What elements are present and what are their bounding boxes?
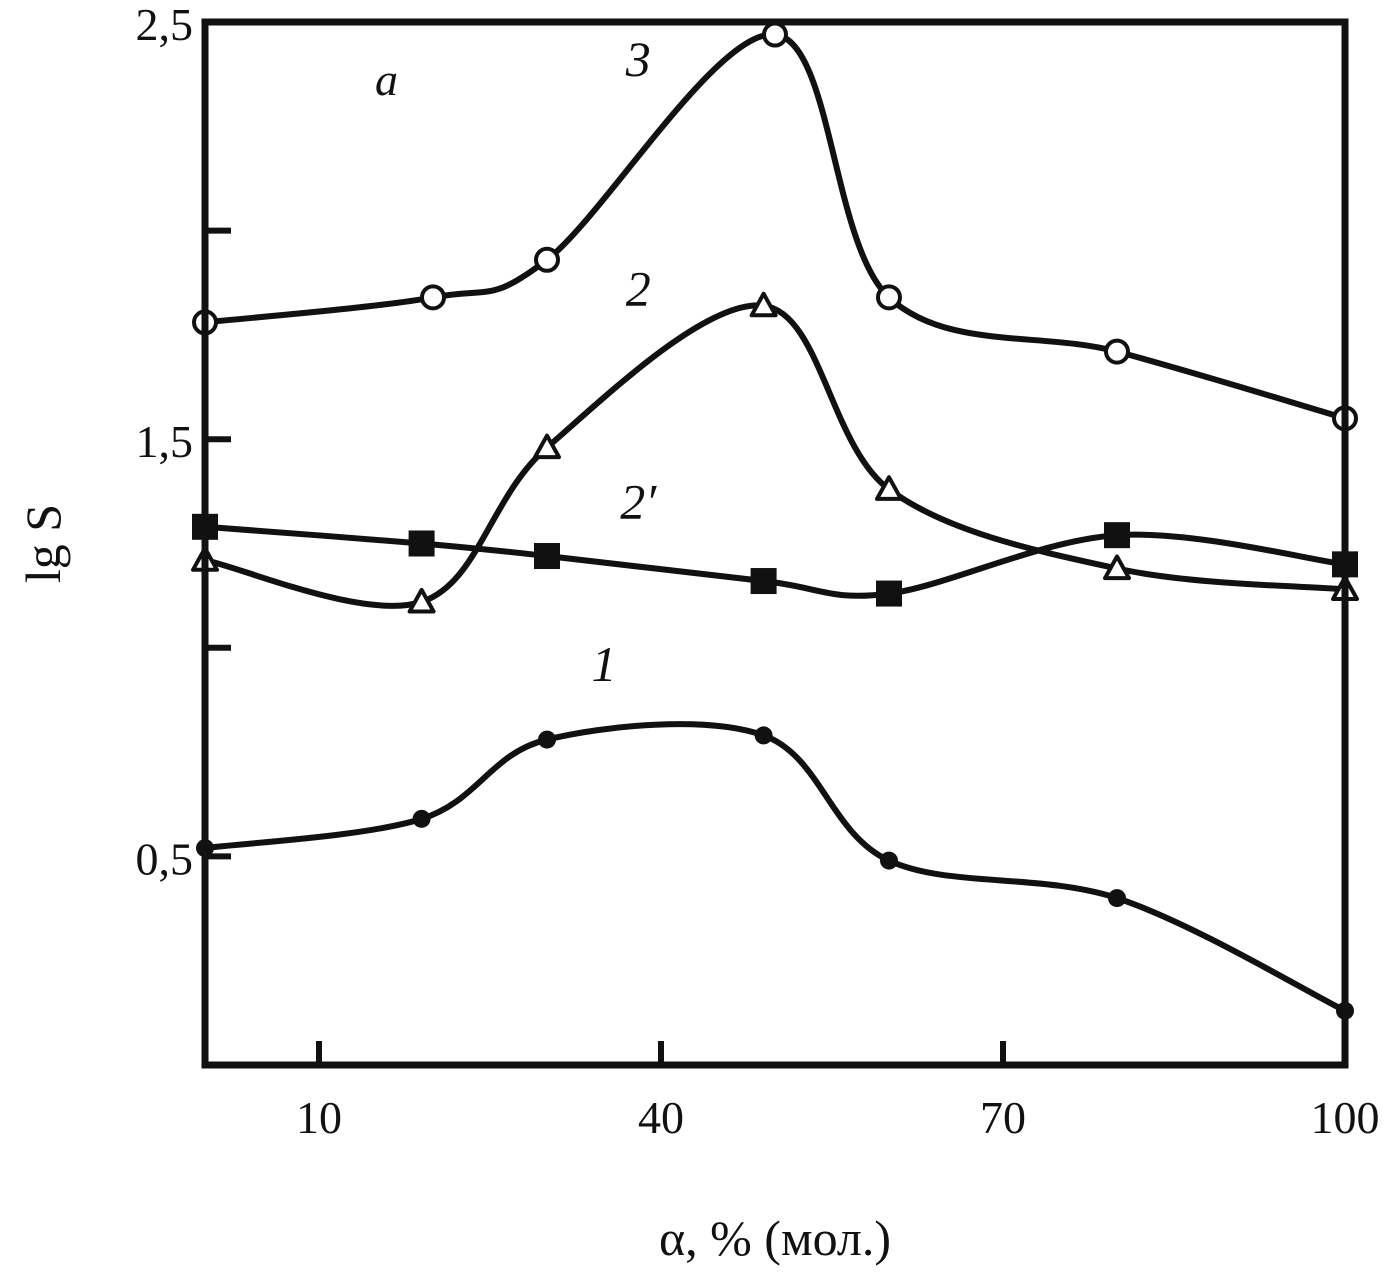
series-label: 2 <box>626 261 651 317</box>
series-line-4 <box>202 721 1348 1014</box>
data-point <box>408 530 435 557</box>
y-tick-label: 0,5 <box>136 833 194 884</box>
x-tick-label: 70 <box>980 1092 1026 1143</box>
data-point <box>538 730 556 749</box>
x-tick-label: 40 <box>638 1092 684 1143</box>
data-point <box>762 21 788 48</box>
data-point <box>749 291 778 318</box>
plot-frame <box>201 18 1349 1069</box>
tick-marks <box>205 227 1006 1065</box>
data-markers <box>191 21 1359 1020</box>
series-label: 2′ <box>620 473 657 529</box>
data-point <box>876 580 902 607</box>
data-point <box>1103 554 1131 581</box>
data-point <box>750 568 777 595</box>
data-point <box>1104 522 1130 549</box>
data-point <box>875 475 903 501</box>
x-axis-title: α, % (мол.) <box>659 1210 891 1266</box>
data-point <box>407 587 436 614</box>
x-tick-label: 10 <box>296 1092 342 1143</box>
series-line-2 <box>202 302 1348 609</box>
data-point <box>534 543 560 570</box>
series-label: 3 <box>625 31 651 87</box>
x-tick-label: 100 <box>1311 1092 1380 1143</box>
y-axis-title: lg S <box>15 504 71 583</box>
series-label: 1 <box>592 636 617 692</box>
series-lines <box>202 31 1348 1014</box>
data-point <box>1108 889 1126 908</box>
data-point <box>880 851 898 870</box>
panel-label: a <box>375 54 398 105</box>
data-point <box>412 809 431 828</box>
data-point <box>754 726 773 745</box>
data-point <box>1104 338 1130 365</box>
data-point <box>420 284 446 311</box>
y-tick-label: 1,5 <box>136 416 194 467</box>
data-point <box>533 433 561 460</box>
y-tick-label: 2,5 <box>136 0 194 50</box>
tick-labels: 10 40 70 100 0,5 1,5 2,5 3 2 2′ 1 <box>136 0 1380 1143</box>
data-point <box>534 246 560 273</box>
data-point <box>876 284 902 311</box>
